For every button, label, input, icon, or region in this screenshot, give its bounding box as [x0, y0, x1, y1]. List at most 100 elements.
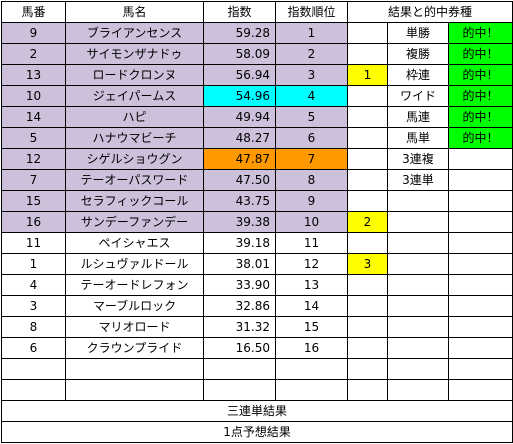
horse-no-cell[interactable]: 13 [1, 64, 66, 86]
index-rank-cell[interactable]: 16 [275, 337, 348, 359]
index-rank-cell[interactable]: 14 [275, 295, 348, 317]
index-cell[interactable]: 59.28 [203, 22, 276, 44]
horse-no-cell[interactable]: 12 [1, 148, 66, 170]
index-cell[interactable]: 39.18 [203, 232, 276, 254]
horse-no-cell[interactable]: 5 [1, 127, 66, 149]
index-cell[interactable]: 33.90 [203, 274, 276, 296]
horse-name-cell[interactable]: ペイシャエス [65, 232, 204, 254]
hit-cell[interactable] [447, 274, 513, 296]
horse-no-cell[interactable]: 2 [1, 43, 66, 65]
index-cell[interactable]: 49.94 [203, 106, 276, 128]
ticket-type-cell[interactable]: 3連複 [387, 148, 449, 170]
ticket-type-cell[interactable] [387, 253, 449, 275]
blank-cell[interactable] [275, 379, 348, 401]
blank-cell[interactable] [203, 358, 276, 380]
blank-cell[interactable] [347, 379, 388, 401]
index-cell[interactable]: 32.86 [203, 295, 276, 317]
horse-name-cell[interactable]: ロードクロンヌ [65, 64, 204, 86]
hit-cell[interactable]: 的中！ [447, 106, 513, 128]
mark-cell[interactable] [347, 169, 388, 191]
mark-cell[interactable] [347, 232, 388, 254]
index-rank-cell[interactable]: 8 [275, 169, 348, 191]
horse-no-cell[interactable]: 8 [1, 316, 66, 338]
index-rank-cell[interactable]: 2 [275, 43, 348, 65]
hit-cell[interactable] [447, 295, 513, 317]
ticket-type-cell[interactable] [387, 211, 449, 233]
index-rank-cell[interactable]: 5 [275, 106, 348, 128]
hit-cell[interactable] [447, 337, 513, 359]
index-rank-cell[interactable]: 10 [275, 211, 348, 233]
horse-name-cell[interactable]: マリオロード [65, 316, 204, 338]
ticket-type-cell[interactable] [387, 274, 449, 296]
mark-cell[interactable] [347, 148, 388, 170]
horse-name-cell[interactable]: サイモンザナドゥ [65, 43, 204, 65]
trifecta-result-label[interactable]: 三連単結果 [0, 400, 513, 422]
blank-cell[interactable] [387, 379, 449, 401]
hit-cell[interactable] [447, 169, 513, 191]
mark-cell[interactable] [347, 316, 388, 338]
blank-cell[interactable] [275, 358, 348, 380]
ticket-type-cell[interactable]: 馬単 [387, 127, 449, 149]
horse-no-cell[interactable]: 9 [1, 22, 66, 44]
ticket-type-cell[interactable]: 枠連 [387, 64, 449, 86]
blank-cell[interactable] [347, 358, 388, 380]
blank-cell[interactable] [447, 358, 513, 380]
index-cell[interactable]: 43.75 [203, 190, 276, 212]
index-rank-cell[interactable]: 12 [275, 253, 348, 275]
hit-cell[interactable]: 的中！ [447, 127, 513, 149]
horse-name-cell[interactable]: ブライアンセンス [65, 22, 204, 44]
mark-cell[interactable] [347, 274, 388, 296]
index-rank-cell[interactable]: 13 [275, 274, 348, 296]
ticket-type-cell[interactable]: 単勝 [387, 22, 449, 44]
mark-cell[interactable] [347, 190, 388, 212]
horse-name-cell[interactable]: ジェイパームス [65, 85, 204, 107]
horse-name-cell[interactable]: テーオードレフォン [65, 274, 204, 296]
index-rank-cell[interactable]: 4 [275, 85, 348, 107]
index-cell[interactable]: 31.32 [203, 316, 276, 338]
horse-name-cell[interactable]: ルシュヴァルドール [65, 253, 204, 275]
hit-cell[interactable]: 的中！ [447, 43, 513, 65]
index-rank-cell[interactable]: 6 [275, 127, 348, 149]
hit-cell[interactable] [447, 190, 513, 212]
index-rank-cell[interactable]: 11 [275, 232, 348, 254]
hit-cell[interactable] [447, 211, 513, 233]
blank-cell[interactable] [447, 379, 513, 401]
mark-cell[interactable]: 1 [347, 64, 388, 86]
one-point-prediction-label[interactable]: 1点予想結果 [0, 421, 513, 443]
horse-no-cell[interactable]: 15 [1, 190, 66, 212]
index-rank-cell[interactable]: 7 [275, 148, 348, 170]
blank-cell[interactable] [1, 358, 66, 380]
horse-no-cell[interactable]: 16 [1, 211, 66, 233]
index-rank-cell[interactable]: 1 [275, 22, 348, 44]
ticket-type-cell[interactable] [387, 316, 449, 338]
index-cell[interactable]: 54.96 [203, 85, 276, 107]
header-horse-no[interactable]: 馬番 [1, 1, 66, 23]
horse-no-cell[interactable]: 11 [1, 232, 66, 254]
horse-no-cell[interactable]: 3 [1, 295, 66, 317]
header-index-rank[interactable]: 指数順位 [275, 1, 348, 23]
hit-cell[interactable]: 的中！ [447, 22, 513, 44]
mark-cell[interactable]: 3 [347, 253, 388, 275]
mark-cell[interactable] [347, 337, 388, 359]
blank-cell[interactable] [203, 379, 276, 401]
horse-name-cell[interactable]: ハピ [65, 106, 204, 128]
horse-name-cell[interactable]: シゲルショウグン [65, 148, 204, 170]
blank-cell[interactable] [65, 379, 204, 401]
ticket-type-cell[interactable]: 複勝 [387, 43, 449, 65]
horse-name-cell[interactable]: サンデーファンデー [65, 211, 204, 233]
horse-name-cell[interactable]: ハナウマビーチ [65, 127, 204, 149]
horse-no-cell[interactable]: 1 [1, 253, 66, 275]
index-rank-cell[interactable]: 15 [275, 316, 348, 338]
mark-cell[interactable] [347, 106, 388, 128]
hit-cell[interactable] [447, 232, 513, 254]
mark-cell[interactable] [347, 295, 388, 317]
index-cell[interactable]: 56.94 [203, 64, 276, 86]
index-cell[interactable]: 48.27 [203, 127, 276, 149]
hit-cell[interactable]: 的中！ [447, 64, 513, 86]
ticket-type-cell[interactable] [387, 190, 449, 212]
hit-cell[interactable] [447, 316, 513, 338]
horse-name-cell[interactable]: テーオーパスワード [65, 169, 204, 191]
index-cell[interactable]: 58.09 [203, 43, 276, 65]
mark-cell[interactable] [347, 43, 388, 65]
hit-cell[interactable]: 的中！ [447, 85, 513, 107]
